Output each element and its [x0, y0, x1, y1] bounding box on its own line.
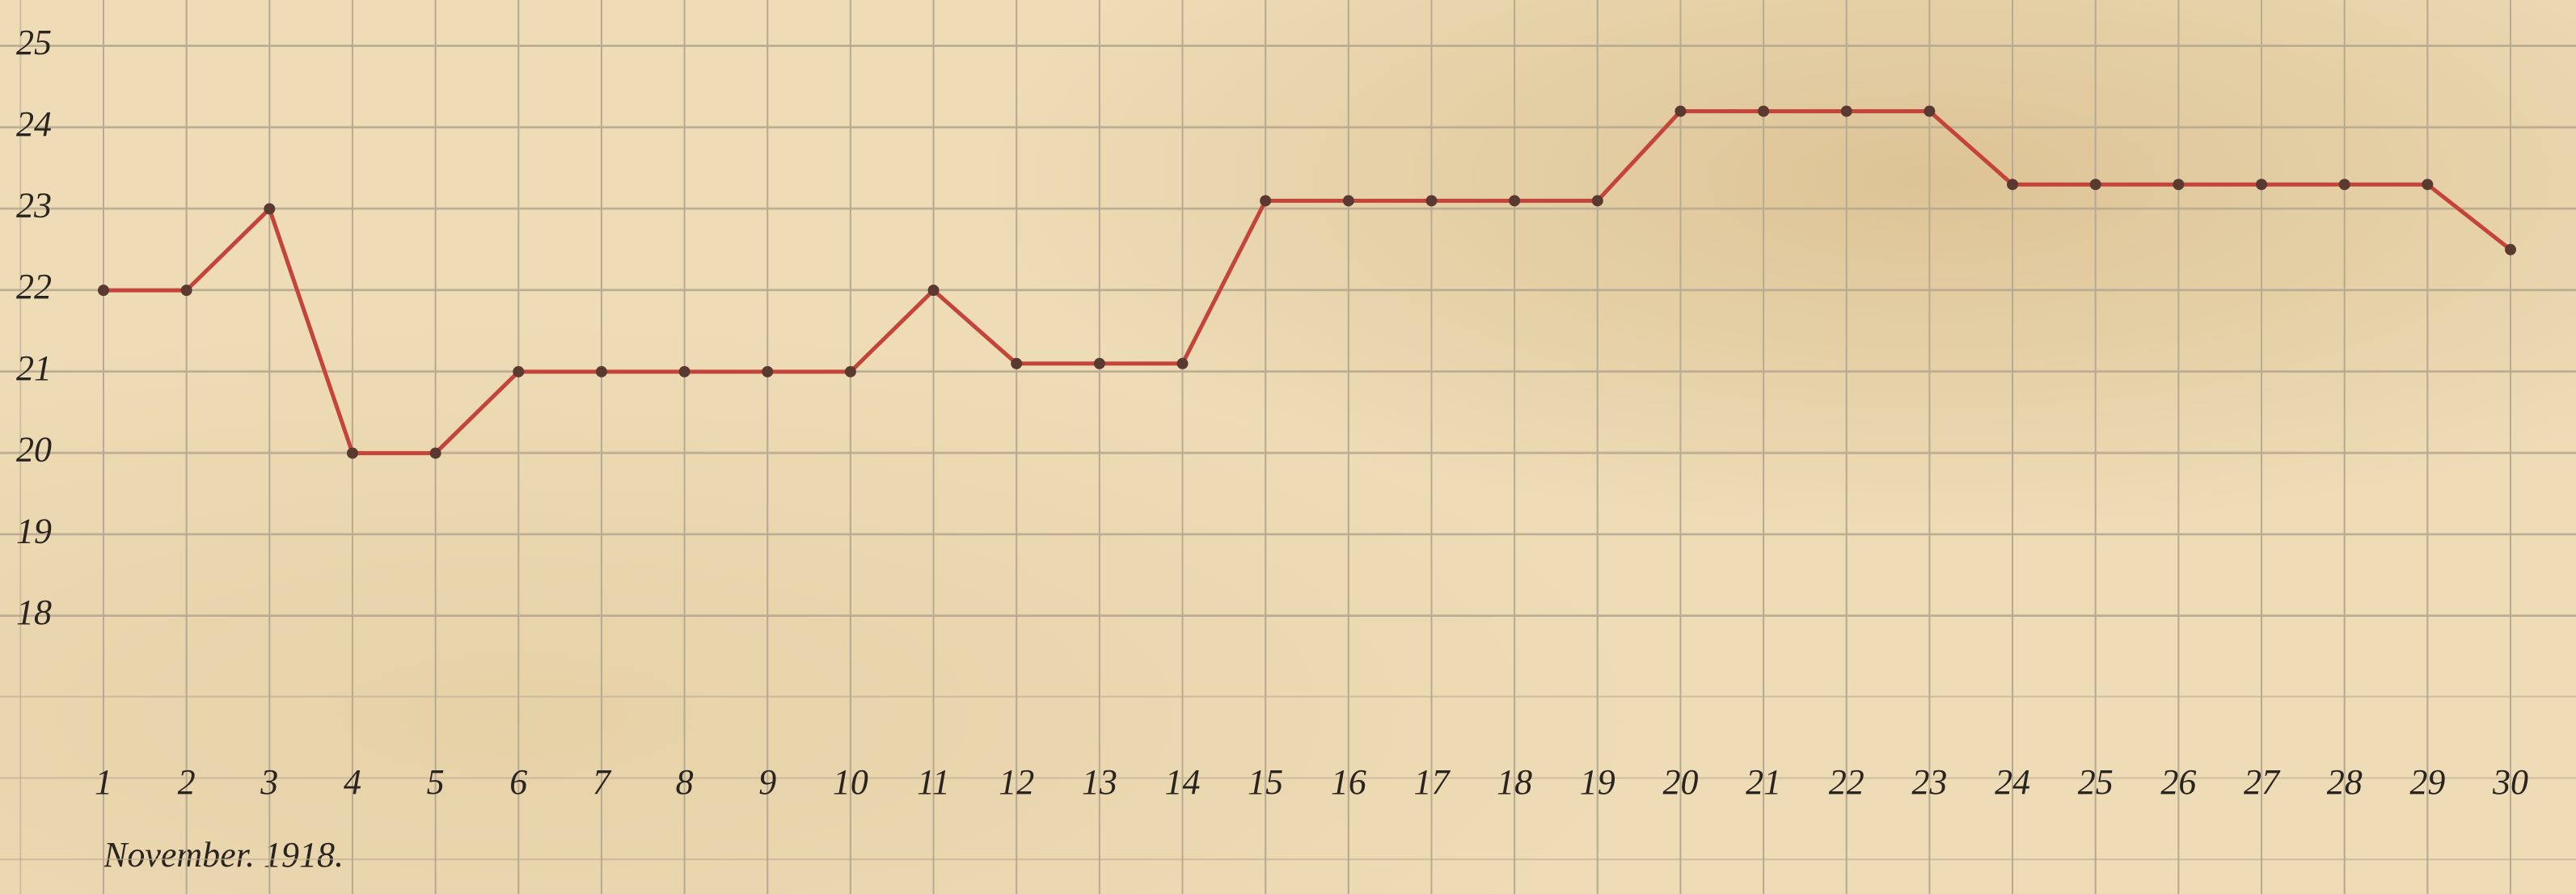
point — [1011, 358, 1022, 369]
point — [1094, 358, 1105, 369]
point — [264, 203, 275, 214]
point — [2422, 179, 2433, 190]
point — [1758, 106, 1769, 117]
y-tick-label: 25 — [16, 23, 52, 62]
point — [2007, 179, 2018, 190]
x-tick-label: 13 — [1082, 762, 1117, 802]
point — [430, 448, 441, 459]
x-tick-label: 22 — [1829, 762, 1864, 802]
point — [1924, 106, 1935, 117]
x-tick-label: 30 — [2492, 762, 2528, 802]
point — [2505, 244, 2516, 255]
x-tick-label: 11 — [917, 762, 950, 802]
point — [1177, 358, 1189, 369]
point — [1841, 106, 1852, 117]
x-tick-label: 7 — [593, 762, 612, 802]
y-tick-label: 20 — [16, 430, 52, 470]
point — [1260, 195, 1271, 206]
x-tick-label: 3 — [260, 762, 278, 802]
line — [103, 112, 2511, 453]
point — [845, 366, 856, 377]
x-tick-label: 24 — [1995, 762, 2030, 802]
x-tick-label: 10 — [833, 762, 868, 802]
chart: November. 1918. 181920212223242512345678… — [0, 0, 2576, 894]
x-tick-label: 21 — [1746, 762, 1781, 802]
x-tick-label: 20 — [1662, 762, 1698, 802]
point — [1425, 195, 1437, 206]
point — [2173, 179, 2184, 190]
point — [928, 285, 940, 296]
point — [181, 285, 192, 296]
x-tick-label: 2 — [178, 762, 196, 802]
point — [347, 448, 358, 459]
x-tick-label: 6 — [509, 762, 527, 802]
x-tick-label: 26 — [2160, 762, 2196, 802]
point — [1509, 195, 1520, 206]
point — [98, 285, 109, 296]
x-tick-label: 5 — [427, 762, 445, 802]
point — [1343, 195, 1354, 206]
x-tick-label: 23 — [1911, 762, 1947, 802]
x-tick-label: 19 — [1580, 762, 1615, 802]
point — [762, 366, 773, 377]
x-tick-label: 1 — [95, 762, 112, 802]
x-tick-label: 17 — [1413, 762, 1451, 802]
y-tick-label: 18 — [16, 592, 52, 632]
point — [1674, 106, 1686, 117]
y-tick-label: 24 — [16, 104, 52, 144]
x-tick-label: 15 — [1248, 762, 1283, 802]
x-tick-label: 12 — [999, 762, 1034, 802]
x-tick-label: 28 — [2327, 762, 2363, 802]
x-tick-label: 14 — [1165, 762, 1201, 802]
x-tick-label: 16 — [1331, 762, 1366, 802]
y-tick-label: 21 — [16, 348, 52, 388]
y-tick-label: 22 — [16, 267, 52, 306]
y-tick-label: 23 — [16, 186, 52, 226]
point — [2339, 179, 2350, 190]
x-tick-label: 9 — [758, 762, 776, 802]
point — [513, 366, 524, 377]
x-tick-label: 25 — [2078, 762, 2114, 802]
x-tick-label: 29 — [2409, 762, 2445, 802]
point — [679, 366, 690, 377]
x-tick-label: 18 — [1497, 762, 1532, 802]
x-tick-label: 8 — [676, 762, 694, 802]
point — [596, 366, 607, 377]
x-tick-label: 4 — [344, 762, 361, 802]
point — [1592, 195, 1603, 206]
point — [2090, 179, 2101, 190]
x-tick-label: 27 — [2244, 762, 2281, 802]
y-tick-label: 19 — [16, 511, 52, 550]
point — [2256, 179, 2267, 190]
x-axis-label: November. 1918. — [103, 835, 344, 875]
